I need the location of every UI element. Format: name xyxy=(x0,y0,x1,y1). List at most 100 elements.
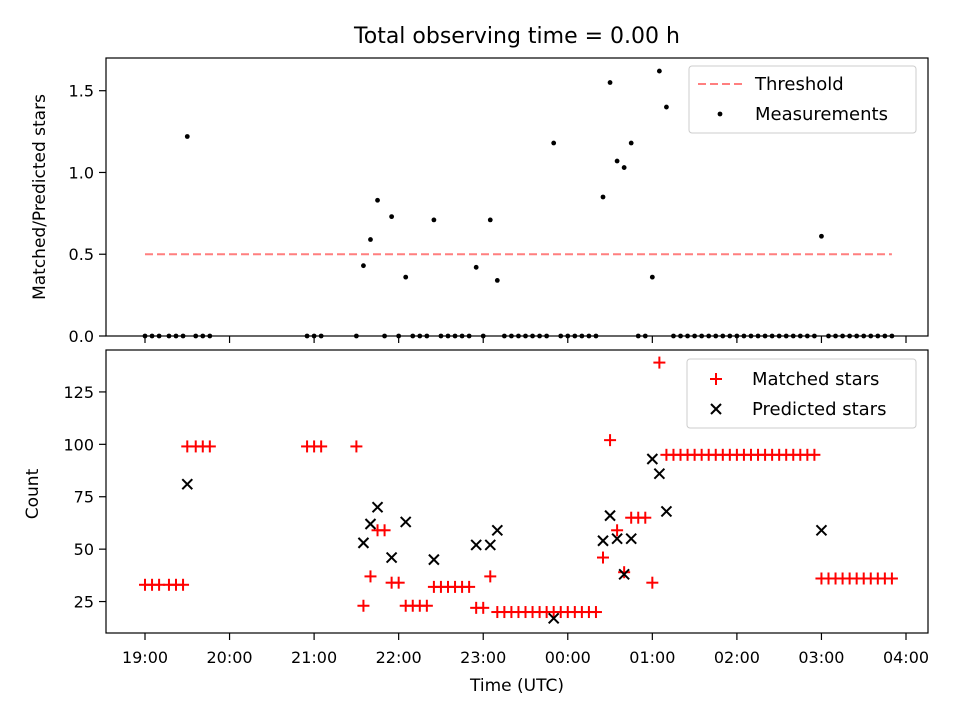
measurement-point xyxy=(819,233,824,239)
x-tick-label: 19:00 xyxy=(122,648,168,667)
matched-stars-point xyxy=(653,356,666,369)
predicted-stars-point xyxy=(364,518,377,530)
matched-stars-point xyxy=(477,601,490,614)
y-tick-label: 100 xyxy=(63,435,94,454)
legend-matched-label: Matched stars xyxy=(752,369,879,390)
y-tick-label: 1.5 xyxy=(69,82,94,101)
predicted-stars-point xyxy=(618,568,630,581)
matched-stars-point xyxy=(484,570,497,583)
matched-stars-point xyxy=(203,440,216,453)
legend-matched-swatch xyxy=(710,373,722,385)
predicted-stars-point xyxy=(611,532,623,545)
matched-stars-point xyxy=(177,578,190,591)
y-tick-label: 50 xyxy=(74,540,94,559)
legend-predicted-swatch xyxy=(710,403,722,415)
measurement-point xyxy=(375,197,380,203)
measurement-point xyxy=(403,274,409,280)
predicted-stars-point xyxy=(815,524,828,536)
measurement-point xyxy=(600,194,606,200)
measurement-point xyxy=(551,140,557,146)
count-legend: Matched stars Predicted stars xyxy=(686,358,917,429)
measurement-point xyxy=(607,80,613,85)
x-tick-label: 00:00 xyxy=(545,648,591,667)
matched-stars-point xyxy=(350,440,363,453)
measurement-point xyxy=(664,104,669,110)
predicted-stars-point xyxy=(625,532,637,545)
predicted-stars-point xyxy=(428,553,440,566)
legend-threshold-label: Threshold xyxy=(754,74,844,95)
measurement-point xyxy=(656,68,662,74)
x-tick-label: 21:00 xyxy=(291,648,337,667)
y-tick-label: 25 xyxy=(74,593,94,612)
predicted-stars-point xyxy=(660,505,673,518)
ratio-legend-box xyxy=(688,65,917,134)
matched-stars-point xyxy=(639,511,652,524)
measurement-point xyxy=(361,263,366,269)
matched-stars-point xyxy=(808,448,821,461)
matched-stars-point xyxy=(392,576,405,589)
measurement-point xyxy=(184,134,190,139)
matched-stars-point xyxy=(646,576,659,589)
count-x-ticks: 19:00 20:00 21:00 22:00 23:00 00:00 01:00 02:00… xyxy=(122,633,929,667)
measurement-point xyxy=(487,217,493,223)
predicted-stars-point xyxy=(470,539,482,551)
matched-stars-point xyxy=(463,580,476,593)
count-axes-frame xyxy=(105,349,929,634)
predicted-stars-point xyxy=(597,535,609,547)
measurement-point xyxy=(431,217,437,223)
predicted-stars-point xyxy=(181,478,193,490)
count-series xyxy=(139,356,898,625)
predicted-stars-point xyxy=(653,467,666,480)
legend-measurements-swatch xyxy=(717,111,723,117)
matched-stars-point xyxy=(885,572,898,585)
ratio-panel: 0.0 0.5 1.0 1.5 Matched/Predicted stars Thr… xyxy=(30,57,929,346)
y-tick-label: 0.0 xyxy=(69,327,94,346)
matched-stars-point xyxy=(315,440,328,453)
legend-measurements-label: Measurements xyxy=(755,104,888,125)
legend-predicted-label: Predicted stars xyxy=(752,399,886,420)
ratio-legend: Threshold Measurements xyxy=(688,65,917,134)
y-tick-label: 1.0 xyxy=(69,163,94,182)
predicted-stars-point xyxy=(484,539,496,551)
matched-stars-point xyxy=(618,566,631,579)
matched-stars-point xyxy=(364,570,377,583)
measurement-point xyxy=(473,264,479,270)
matched-stars-point xyxy=(589,606,602,619)
y-tick-label: 125 xyxy=(63,383,94,402)
x-tick-label: 20:00 xyxy=(207,648,253,667)
predicted-stars-point xyxy=(491,524,504,536)
x-tick-label: 03:00 xyxy=(798,648,844,667)
chart-title: Total observing time = 0.00 h xyxy=(353,24,680,49)
x-tick-label: 02:00 xyxy=(714,648,760,667)
measurement-point xyxy=(621,165,627,170)
y-tick-label: 75 xyxy=(74,488,94,507)
measurement-point xyxy=(614,158,620,164)
measurement-point xyxy=(628,140,634,146)
predicted-stars-point xyxy=(646,453,659,465)
measurement-point xyxy=(649,274,655,280)
ratio-y-ticks: 0.0 0.5 1.0 1.5 xyxy=(69,82,106,346)
ratio-axes-frame xyxy=(105,57,929,337)
measurement-point xyxy=(389,214,395,220)
x-axis-label: Time (UTC) xyxy=(469,676,564,696)
predicted-stars-point xyxy=(385,551,398,564)
matched-stars-point xyxy=(611,524,624,537)
predicted-stars-point xyxy=(371,501,384,513)
ratio-y-axis-label: Matched/Predicted stars xyxy=(30,94,50,300)
x-tick-label: 01:00 xyxy=(629,648,675,667)
predicted-stars-point xyxy=(547,612,560,625)
matched-stars-point xyxy=(378,524,391,537)
measurement-point xyxy=(368,237,373,242)
measurement-point xyxy=(494,278,500,283)
y-tick-label: 0.5 xyxy=(69,245,94,264)
predicted-stars-point xyxy=(604,509,616,522)
x-tick-label: 23:00 xyxy=(460,648,506,667)
x-tick-label: 04:00 xyxy=(883,648,929,667)
matched-stars-point xyxy=(420,599,433,612)
count-y-axis-label: Count xyxy=(23,468,43,519)
matched-stars-point xyxy=(597,551,610,564)
matched-stars-point xyxy=(604,434,617,447)
x-tick-label: 22:00 xyxy=(376,648,422,667)
predicted-stars-point xyxy=(400,516,412,528)
